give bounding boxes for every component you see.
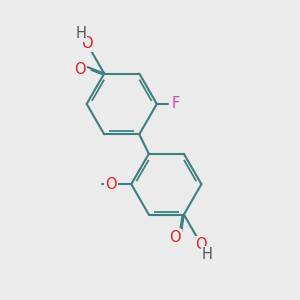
- Text: O: O: [195, 237, 207, 252]
- Text: F: F: [171, 96, 179, 111]
- Text: H: H: [76, 26, 86, 41]
- Text: H: H: [202, 247, 212, 262]
- Text: O: O: [105, 177, 117, 192]
- Text: O: O: [81, 36, 93, 51]
- Text: O: O: [169, 230, 181, 245]
- Text: O: O: [74, 62, 86, 77]
